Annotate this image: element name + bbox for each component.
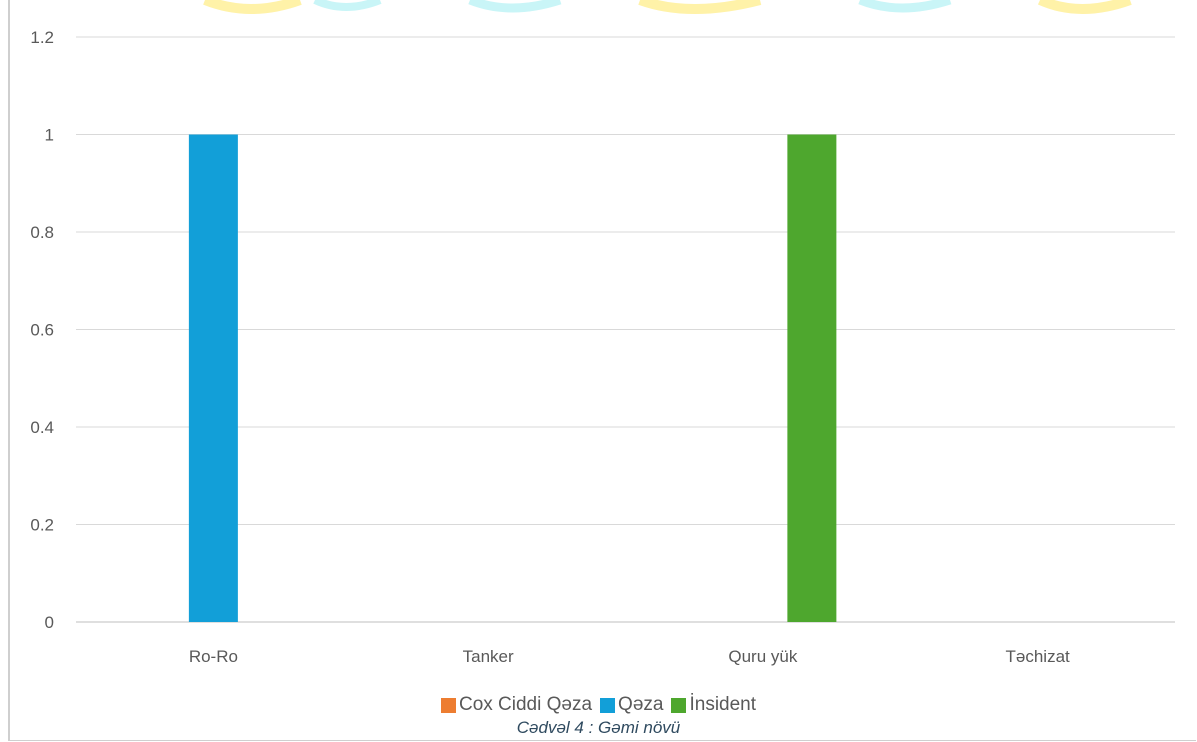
background-decoration: [0, 0, 1197, 20]
legend-item: Cox Ciddi Qəza: [440, 694, 593, 716]
legend-swatch: [600, 697, 616, 713]
decorative-pattern: [203, 0, 1132, 14]
x-tick-label: Tanker: [463, 647, 514, 666]
legend-label: İnsident: [689, 694, 757, 715]
y-axis-ticks: 0 0.2 0.4 0.6 0.8 1 1.2: [30, 28, 54, 632]
legend-item: İnsident: [671, 694, 756, 716]
y-tick-label: 0: [45, 613, 54, 632]
x-tick-label: Quru yük: [728, 647, 797, 666]
y-tick-label: 0.2: [30, 516, 54, 535]
chart-frame: [8, 0, 1196, 741]
legend-label: Qəza: [618, 694, 664, 715]
x-axis-ticks: Ro-Ro Tanker Quru yük Təchizat: [189, 647, 1070, 666]
y-tick-label: 0.6: [30, 321, 54, 340]
bar: [787, 134, 837, 622]
legend-swatch: [671, 697, 687, 713]
y-tick-label: 0.8: [30, 223, 54, 242]
y-tick-label: 1: [45, 126, 54, 145]
gridlines: [76, 36, 1175, 623]
chart-caption: Cədvəl 4 : Gəmi növü: [516, 718, 681, 737]
bars: [188, 134, 837, 622]
y-tick-label: 1.2: [30, 28, 54, 47]
legend: Cox Ciddi Qəza Qəza İnsident: [0, 694, 1197, 716]
legend-label: Cox Ciddi Qəza: [458, 694, 593, 715]
y-tick-label: 0.4: [30, 418, 54, 437]
bar: [188, 134, 238, 622]
legend-item: Qəza: [600, 694, 663, 716]
legend-swatch: [440, 697, 456, 713]
x-tick-label: Ro-Ro: [189, 647, 238, 666]
x-tick-label: Təchizat: [1006, 647, 1071, 666]
